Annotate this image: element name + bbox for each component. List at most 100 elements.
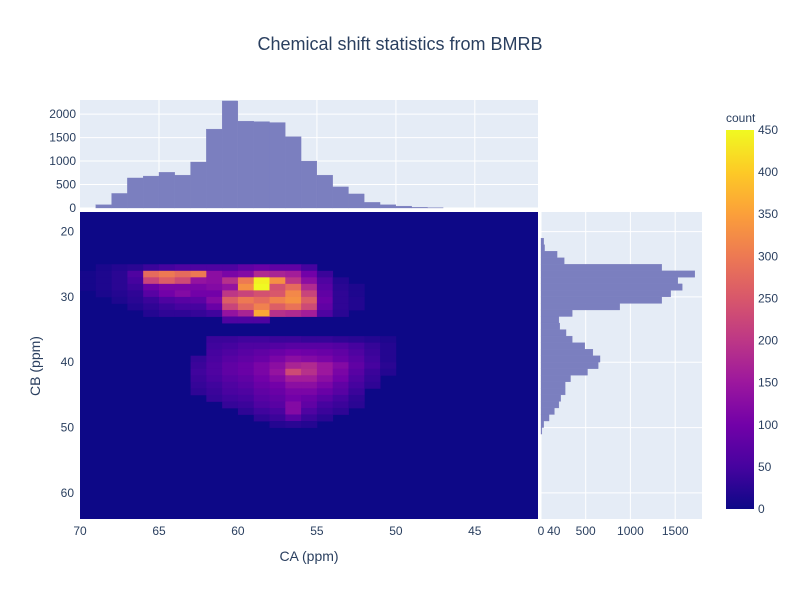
top-histogram-bar bbox=[127, 177, 144, 209]
heatmap-cell bbox=[143, 277, 160, 285]
heatmap-cell bbox=[143, 283, 160, 291]
heatmap-cell bbox=[253, 309, 270, 317]
top-histogram-y-tick-label: 0 bbox=[69, 201, 76, 215]
heatmap-cell bbox=[237, 381, 255, 389]
heatmap-cells bbox=[80, 264, 397, 428]
heatmap-cell bbox=[80, 283, 97, 291]
heatmap-cell bbox=[253, 264, 270, 272]
heatmap-cell bbox=[237, 362, 255, 370]
heatmap-cell bbox=[143, 290, 160, 298]
top-histogram-y-tick-label: 2000 bbox=[49, 107, 76, 121]
heatmap-cell bbox=[269, 421, 286, 428]
heatmap-cell bbox=[348, 296, 365, 304]
heatmap-cell bbox=[222, 316, 239, 324]
heatmap-cell bbox=[285, 407, 302, 415]
heatmap-cell bbox=[206, 388, 223, 396]
heatmap-cell bbox=[237, 264, 255, 272]
heatmap-cell bbox=[332, 355, 349, 363]
right-histogram-bar bbox=[540, 283, 683, 291]
heatmap-cell bbox=[269, 407, 286, 415]
right-histogram-bar bbox=[540, 303, 620, 311]
right-histogram-bar bbox=[540, 257, 565, 265]
top-histogram-bar bbox=[395, 205, 412, 209]
heatmap-cell bbox=[364, 342, 381, 350]
heatmap-cell bbox=[301, 375, 318, 383]
heatmap-cell bbox=[285, 342, 302, 350]
colorbar-tick-label: 150 bbox=[758, 376, 778, 390]
colorbar-tick-label: 200 bbox=[758, 334, 778, 348]
y-axis-label: CB (ppm) bbox=[27, 336, 43, 396]
heatmap-cell bbox=[174, 296, 191, 304]
heatmap-cell bbox=[190, 296, 207, 304]
heatmap-cell bbox=[316, 355, 334, 363]
heatmap-cell bbox=[301, 381, 318, 389]
heatmap-cell bbox=[206, 362, 223, 370]
top-histogram-bar bbox=[285, 136, 302, 209]
heatmap-cell bbox=[301, 414, 318, 422]
heatmap-cell bbox=[301, 336, 318, 344]
top-histogram-bar bbox=[237, 120, 254, 209]
heatmap-cell bbox=[332, 407, 349, 415]
heatmap-cell bbox=[206, 303, 223, 311]
heatmap-cell bbox=[285, 362, 302, 370]
heatmap-cell bbox=[237, 296, 255, 304]
heatmap-cell bbox=[301, 388, 318, 396]
heatmap-cell bbox=[285, 381, 302, 389]
right-histogram-x-ticks: 0 500 1000 1500 bbox=[538, 524, 689, 538]
heatmap-cell bbox=[206, 336, 223, 344]
heatmap-cell bbox=[206, 355, 223, 363]
heatmap-cell bbox=[332, 336, 349, 344]
heatmap-cell bbox=[222, 349, 239, 357]
heatmap-cell bbox=[206, 368, 223, 376]
top-histogram-bar bbox=[379, 204, 397, 209]
right-histogram-bar bbox=[540, 420, 544, 428]
heatmap-cell bbox=[316, 336, 334, 344]
right-histogram-bar bbox=[540, 349, 594, 356]
heatmap-cell bbox=[95, 277, 112, 285]
x-tick-label: 65 bbox=[152, 524, 166, 538]
heatmap-cell bbox=[316, 277, 334, 285]
heatmap-cell bbox=[348, 283, 365, 291]
heatmap-cell bbox=[285, 290, 302, 298]
heatmap-cell bbox=[253, 342, 270, 350]
heatmap-cell bbox=[316, 394, 334, 402]
heatmap-cell bbox=[111, 277, 128, 285]
right-histogram-bar bbox=[540, 264, 662, 271]
heatmap-cell bbox=[285, 349, 302, 357]
heatmap-cell bbox=[301, 401, 318, 409]
right-histogram-bar bbox=[540, 237, 544, 245]
heatmap-cell bbox=[269, 336, 286, 344]
heatmap-cell bbox=[332, 388, 349, 396]
right-histogram-bar bbox=[540, 407, 555, 415]
heatmap-cell bbox=[127, 264, 144, 272]
heatmap-cell bbox=[285, 283, 302, 291]
heatmap-cell bbox=[80, 277, 97, 285]
heatmap-cell bbox=[269, 296, 286, 304]
heatmap-cell bbox=[143, 264, 160, 272]
heatmap-cell bbox=[190, 388, 207, 396]
heatmap-cell bbox=[332, 296, 349, 304]
heatmap-cell bbox=[222, 270, 239, 278]
right-histogram-x-tick-label: 0 bbox=[538, 524, 545, 538]
right-histogram-bar bbox=[540, 277, 679, 285]
heatmap-cell bbox=[206, 375, 223, 383]
heatmap-cell bbox=[285, 303, 302, 311]
heatmap-y-ticks: 20 30 40 50 60 bbox=[61, 225, 75, 500]
heatmap-cell bbox=[348, 362, 365, 370]
heatmap-cell bbox=[332, 394, 349, 402]
heatmap-cell bbox=[222, 381, 239, 389]
heatmap-cell bbox=[269, 283, 286, 291]
right-histogram-bar bbox=[540, 290, 671, 298]
heatmap-cell bbox=[253, 296, 270, 304]
right-histogram-bar bbox=[540, 335, 573, 343]
top-histogram-y-tick-label: 1000 bbox=[49, 154, 76, 168]
heatmap-cell bbox=[127, 283, 144, 291]
heatmap-cell bbox=[222, 264, 239, 272]
heatmap-cell bbox=[95, 283, 112, 291]
heatmap-cell bbox=[253, 283, 270, 291]
heatmap-cell bbox=[190, 270, 207, 278]
heatmap-cell bbox=[237, 355, 255, 363]
heatmap-cell bbox=[222, 342, 239, 350]
heatmap-cell bbox=[158, 264, 176, 272]
heatmap-cell bbox=[206, 290, 223, 298]
